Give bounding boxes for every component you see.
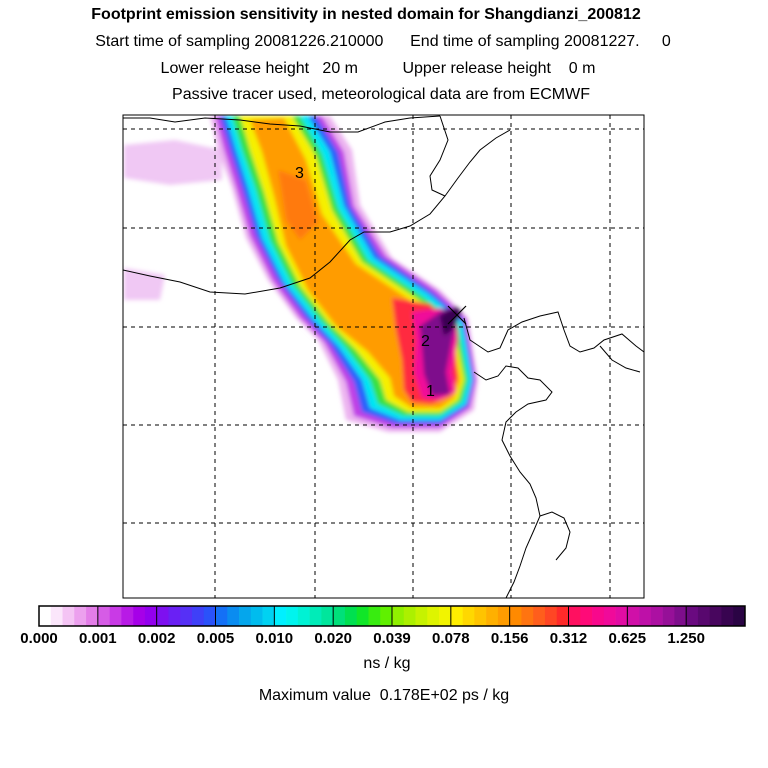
colorbar-swatch [580,606,593,626]
colorbar-swatch [697,606,710,626]
release-height-line: Lower release height 20 m Upper release … [160,60,596,77]
colorbar-tick-label: 0.078 [432,630,470,647]
colorbar-swatch [262,606,275,626]
colorbar-swatch [133,606,146,626]
colorbar-swatch [74,606,87,626]
lat-lon-grid [123,115,644,598]
colorbar-swatch [474,606,487,626]
colorbar-swatch [344,606,357,626]
sampling-time-line: Start time of sampling 20081226.210000 E… [95,33,671,50]
colorbar-swatch [380,606,393,626]
colorbar-swatch [39,606,52,626]
colorbar-tick-label: 0.005 [196,630,235,647]
colorbar-swatch [286,606,299,626]
colorbar-swatch [521,606,534,626]
coastlines [123,115,644,598]
colorbar-swatch [50,606,63,626]
colorbar-tick-label: 0.039 [373,630,411,647]
colorbar-swatch [450,606,463,626]
chart-title: Footprint emission sensitivity in nested… [91,6,641,23]
colorbar-swatch [250,606,263,626]
colorbar-swatch [180,606,193,626]
colorbar-tick-label: 0.001 [79,630,117,647]
colorbar-swatch [97,606,110,626]
colorbar-tick-label: 0.625 [608,630,647,647]
colorbar-swatch [439,606,452,626]
colorbar-swatch [274,606,287,626]
colorbar-unit: ns / kg [363,655,411,672]
colorbar-swatch [191,606,205,626]
colorbar-tick-label: 1.250 [667,630,705,647]
colorbar-swatch [533,606,546,626]
colorbar-swatch [109,606,122,626]
colorbar-swatch [86,606,99,626]
marker-2: 2 [421,333,430,350]
colorbar-tick-label: 0.020 [314,630,352,647]
colorbar-swatch [309,606,322,626]
colorbar-swatch [62,606,75,626]
colorbar-swatch [686,606,699,626]
colorbar-tick-label: 0.312 [549,630,588,647]
colorbar-swatch [639,606,652,626]
colorbar [38,605,746,627]
colorbar-swatch [403,606,416,626]
marker-1: 1 [426,383,435,400]
colorbar-swatch [297,606,310,626]
colorbar-swatch [662,606,675,626]
colorbar-swatch [462,606,475,626]
colorbar-tick-label: 0.002 [137,630,176,647]
colorbar-frame [38,605,746,627]
plume-band-lavender [124,140,222,185]
colorbar-swatch [721,606,734,626]
colorbar-swatch [321,606,334,626]
colorbar-swatch [497,606,510,626]
colorbar-swatch [156,606,169,626]
colorbar-swatch [144,606,157,626]
colorbar-swatch [168,606,181,626]
max-value-annotation: Maximum value 0.178E+02 ps / kg [258,687,510,704]
footprint-map: 3 2 1 [122,114,645,599]
colorbar-swatch [615,606,628,626]
marker-3: 3 [295,165,304,182]
colorbar-tick-label: 0.156 [490,630,529,647]
colorbar-swatch [627,606,640,626]
colorbar-swatch [709,606,722,626]
colorbar-swatch [333,606,346,626]
colorbar-swatch [356,606,369,626]
colorbar-swatch [556,606,569,626]
colorbar-swatch [427,606,440,626]
colorbar-swatch [368,606,381,626]
colorbar-swatch [392,606,405,626]
colorbar-swatch [227,606,240,626]
colorbar-swatch [215,606,228,626]
colorbar-swatch [650,606,663,626]
tracer-info-line: Passive tracer used, meteorological data… [172,86,590,103]
colorbar-swatch [509,606,522,626]
colorbar-swatch [568,606,581,626]
colorbar-swatch [121,606,134,626]
colorbar-swatch [592,606,605,626]
colorbar-swatch [415,606,428,626]
colorbar-swatch [203,606,216,626]
map-frame [122,114,645,599]
colorbar-swatch [674,606,687,626]
plume-band-lavender [124,268,165,300]
colorbar-swatch [544,606,558,626]
receptor-marker [447,305,467,325]
colorbar-swatch [733,606,746,626]
colorbar-swatch [239,606,252,626]
colorbar-swatch [603,606,616,626]
colorbar-swatch [486,606,499,626]
plume-band-darkorange [278,170,318,240]
colorbar-tick-label: 0.000 [20,630,58,647]
colorbar-tick-label: 0.010 [255,630,294,647]
plume-field [124,116,478,432]
